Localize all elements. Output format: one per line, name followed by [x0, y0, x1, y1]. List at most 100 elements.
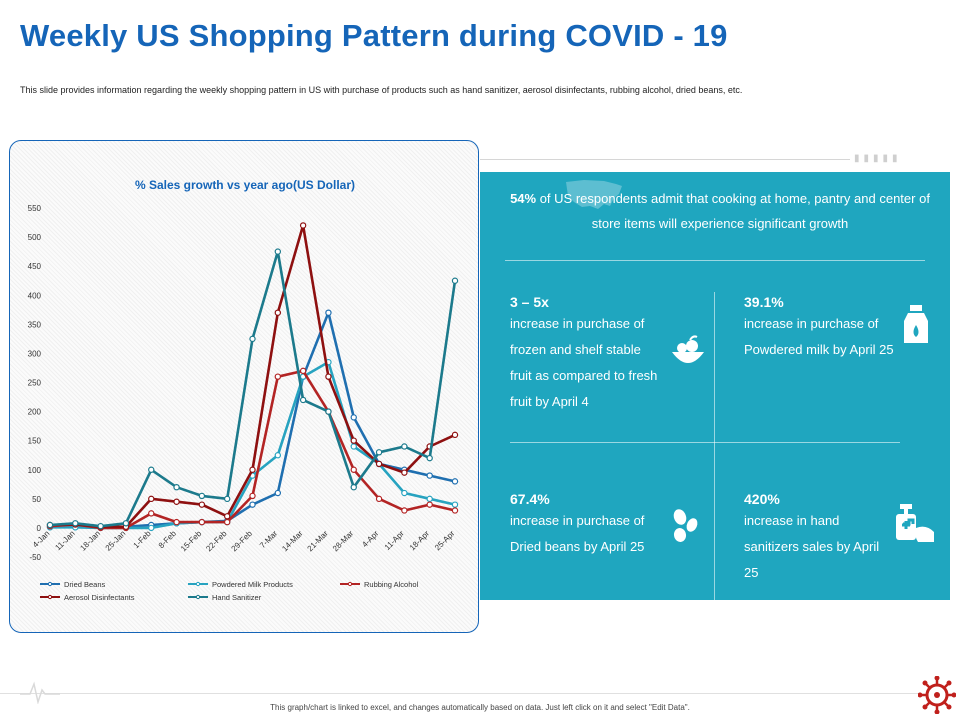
data-point — [223, 513, 231, 520]
x-tick-label: 15-Feb — [179, 529, 204, 554]
sales-growth-line-chart[interactable]: % Sales growth vs year ago(US Dollar) -5… — [10, 141, 479, 633]
x-tick-label: 7-Mar — [258, 529, 279, 550]
y-tick-label: 400 — [28, 291, 42, 300]
x-tick-label: 28-Mar — [331, 529, 356, 554]
x-tick-label: 4-Jan — [31, 529, 52, 550]
series-lines — [46, 222, 459, 532]
data-point — [299, 396, 307, 404]
data-point — [426, 454, 433, 462]
y-tick-label: 250 — [28, 379, 42, 388]
x-tick-label: 18-Jan — [78, 529, 102, 553]
series-line — [49, 250, 457, 528]
data-point — [249, 335, 256, 343]
data-point — [223, 495, 231, 503]
legend-label: Aerosol Disinfectants — [64, 593, 135, 602]
legend-label: Rubbing Alcohol — [364, 580, 419, 589]
data-point — [198, 492, 206, 500]
legend-label: Hand Sanitizer — [212, 593, 262, 602]
decorative-shopping-icons: ▮▮▮▮▮ — [854, 153, 902, 164]
x-tick-label: 4-Apr — [360, 529, 380, 549]
stat-description: increase in purchase of Powdered milk by… — [744, 316, 894, 357]
data-point — [350, 437, 357, 444]
stat-powdered-milk: 39.1% increase in purchase of Powdered m… — [744, 293, 894, 363]
beans-icon — [673, 509, 698, 542]
x-tick-label: 22-Feb — [204, 529, 229, 554]
data-point — [274, 373, 282, 380]
x-tick-label: 29-Feb — [230, 529, 255, 554]
data-point — [97, 522, 104, 530]
x-tick-label: 21-Mar — [306, 529, 331, 554]
data-point — [148, 524, 155, 532]
x-tick-label: 14-Mar — [280, 529, 305, 554]
page-subtitle: This slide provides information regardin… — [20, 85, 743, 95]
panel-divider-vertical — [714, 292, 715, 600]
data-point — [249, 501, 256, 508]
stat-frozen-fruit: 3 – 5x increase in purchase of frozen an… — [510, 293, 660, 415]
data-point — [451, 277, 459, 284]
data-point — [401, 469, 408, 476]
data-point — [122, 520, 130, 527]
data-point — [274, 452, 282, 459]
data-point — [299, 222, 307, 229]
data-point — [148, 495, 155, 503]
x-tick-label: 18-Apr — [408, 529, 432, 553]
data-point — [451, 507, 459, 514]
y-tick-label: 200 — [28, 408, 42, 417]
y-tick-label: 300 — [28, 349, 42, 358]
heartbeat-icon — [20, 681, 60, 704]
panel-divider-middle — [510, 442, 900, 443]
x-tick-label: 25-Jan — [104, 529, 128, 553]
data-point — [426, 495, 433, 503]
legend-marker — [195, 581, 201, 587]
data-point — [375, 449, 383, 456]
data-point — [274, 309, 282, 316]
stat-value: 67.4% — [510, 491, 550, 507]
stat-value: 420% — [744, 491, 780, 507]
x-tick-label: 11-Jan — [53, 529, 76, 552]
data-point — [198, 501, 206, 508]
y-tick-label: 500 — [28, 233, 42, 242]
data-point — [451, 431, 459, 439]
x-axis: 4-Jan 11-Jan 18-Jan 25-Jan 1-Feb 8-Feb 15-Feb 2… — [31, 529, 457, 554]
data-point — [350, 466, 357, 473]
legend-marker — [47, 581, 53, 587]
data-point — [426, 501, 433, 508]
data-point — [350, 443, 357, 450]
data-point — [325, 309, 332, 316]
data-point — [274, 489, 282, 497]
legend-label: Dried Beans — [64, 580, 106, 589]
data-point — [223, 518, 231, 526]
data-point — [173, 518, 180, 526]
data-point — [299, 367, 307, 375]
data-point — [148, 510, 155, 517]
data-point — [401, 507, 408, 514]
data-point — [451, 501, 459, 508]
milk-bottle-icon — [904, 305, 928, 343]
intro-statement: 54% of US respondents admit that cooking… — [510, 186, 930, 236]
insights-panel: 54% of US respondents admit that cooking… — [480, 172, 950, 600]
chart-legend: Dried Beans Powdered Milk Products Rubbing… — [40, 580, 419, 602]
x-tick-label: 25-Apr — [433, 529, 457, 553]
y-tick-label: 550 — [28, 204, 42, 213]
intro-highlight: 54% — [510, 191, 537, 206]
y-tick-label: 0 — [37, 524, 42, 533]
y-axis: -50 0 50 100 150 200 250 300 350 400 450 500 550 — [28, 204, 42, 562]
y-tick-label: 350 — [28, 320, 42, 329]
data-point — [274, 248, 282, 255]
data-point — [249, 492, 256, 500]
legend-marker — [195, 594, 201, 600]
data-point — [375, 460, 383, 468]
y-tick-label: -50 — [29, 553, 41, 562]
stat-dried-beans: 67.4% increase in purchase of Dried bean… — [510, 490, 660, 560]
hand-sanitizer-icon — [896, 504, 934, 542]
chart-card[interactable]: % Sales growth vs year ago(US Dollar) -5… — [9, 140, 479, 633]
divider-line — [480, 159, 850, 160]
y-tick-label: 50 — [32, 495, 41, 504]
data-point — [148, 466, 155, 473]
stat-value: 39.1% — [744, 294, 784, 310]
intro-text: of US respondents admit that cooking at … — [536, 191, 930, 231]
data-point — [350, 484, 357, 491]
stat-hand-sanitizer: 420% increase in hand sanitizers sales b… — [744, 490, 894, 586]
data-point — [325, 408, 332, 415]
x-tick-label: 8-Feb — [157, 529, 179, 551]
